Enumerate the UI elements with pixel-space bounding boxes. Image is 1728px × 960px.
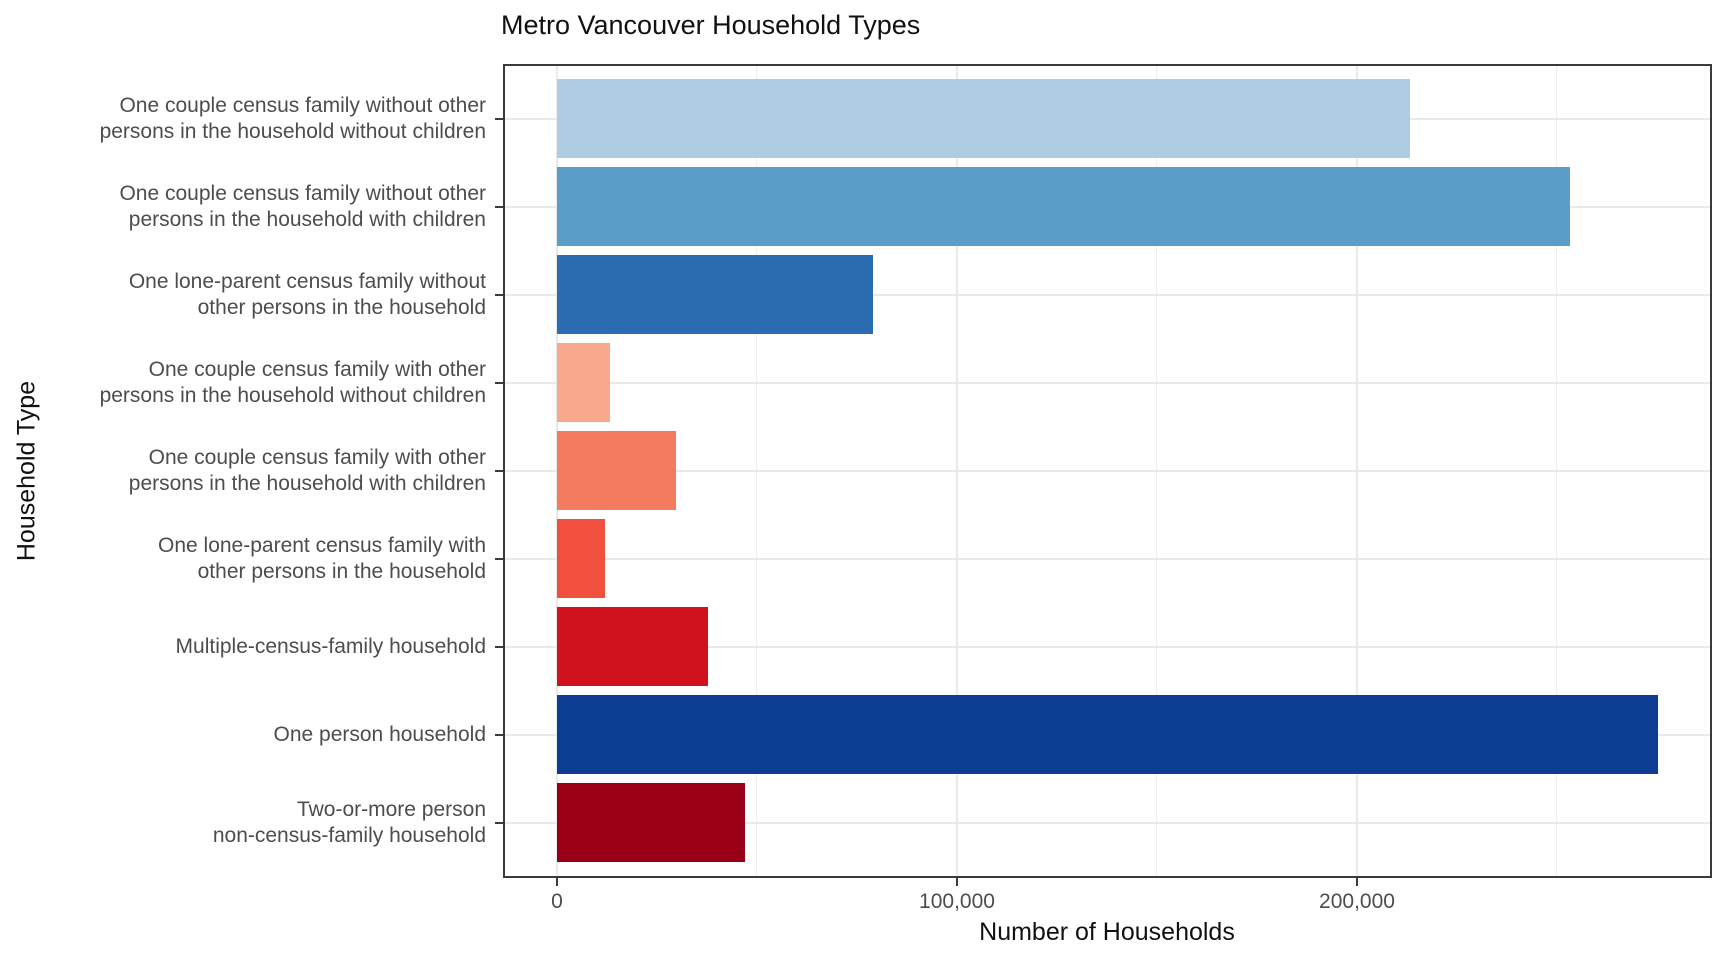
y-axis-tick <box>495 470 503 472</box>
bar <box>557 519 605 598</box>
y-axis-category-label: Two-or-more person non-census-family hou… <box>212 798 486 847</box>
bar <box>557 343 610 422</box>
bar <box>557 695 1658 774</box>
x-axis-tick-label: 0 <box>551 890 563 913</box>
y-axis-tick <box>495 558 503 560</box>
bar <box>557 431 676 510</box>
category-gridline <box>505 470 1710 472</box>
y-axis-category-label: Multiple-census-family household <box>175 635 486 659</box>
bar <box>557 167 1570 246</box>
y-axis-tick <box>495 382 503 384</box>
y-axis-category-label: One couple census family without other p… <box>119 182 486 231</box>
plot-panel <box>503 64 1712 878</box>
y-axis-category-label: One couple census family with other pers… <box>99 358 486 407</box>
y-axis-category-label: One couple census family with other pers… <box>128 446 486 495</box>
category-gridline <box>505 822 1710 824</box>
x-axis-title: Number of Households <box>979 918 1235 946</box>
x-axis-tick-label: 100,000 <box>919 890 995 913</box>
bar <box>557 255 873 334</box>
x-axis-tick <box>956 878 958 886</box>
y-axis-tick <box>495 118 503 120</box>
chart-title: Metro Vancouver Household Types <box>501 10 921 40</box>
bar <box>557 783 745 862</box>
bar <box>557 607 708 686</box>
y-axis-category-label: One person household <box>273 723 487 747</box>
y-axis-category-label: One lone-parent census family without ot… <box>128 270 486 319</box>
category-gridline <box>505 558 1710 560</box>
x-axis-tick-label: 200,000 <box>1319 890 1395 913</box>
category-gridline <box>505 382 1710 384</box>
y-axis-tick <box>495 734 503 736</box>
x-axis-tick <box>1356 878 1358 886</box>
category-gridline <box>505 294 1710 296</box>
y-axis-category-label: One lone-parent census family with other… <box>158 534 486 583</box>
y-axis-tick <box>495 206 503 208</box>
y-axis-tick <box>495 646 503 648</box>
category-gridline <box>505 646 1710 648</box>
y-axis-tick <box>495 294 503 296</box>
x-axis-tick <box>556 878 558 886</box>
y-axis-tick <box>495 822 503 824</box>
bar <box>557 79 1410 158</box>
y-axis-category-label: One couple census family without other p… <box>99 94 486 143</box>
